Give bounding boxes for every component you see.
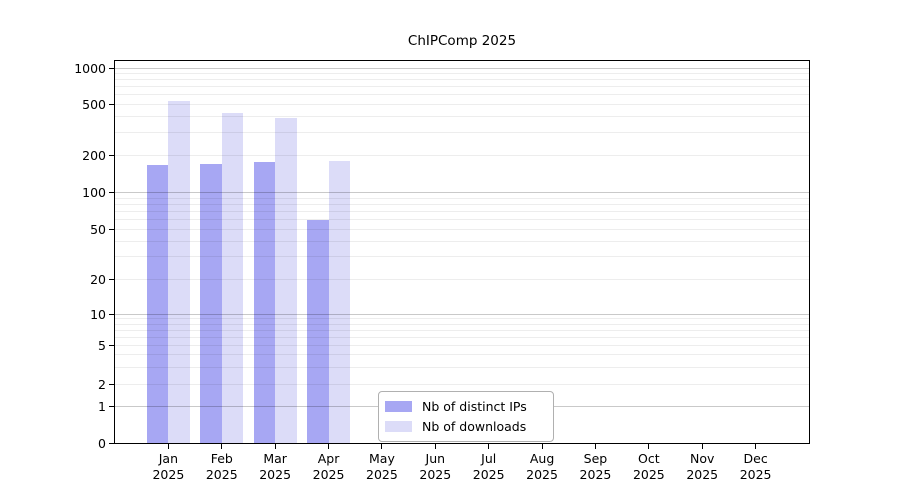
legend-label-distinct-ips: Nb of distinct IPs (422, 399, 527, 414)
y-tick-label: 2 (98, 377, 106, 392)
legend: Nb of distinct IPs Nb of downloads (378, 391, 554, 442)
x-axis-tick (594, 444, 596, 449)
y-tick-label: 5 (98, 338, 106, 353)
x-axis-tick (274, 444, 276, 449)
minor-gridline (115, 72, 809, 74)
x-axis-tick (381, 444, 383, 449)
chart-title: ChIPComp 2025 (407, 33, 517, 49)
bar-nb-of-downloads-apr (328, 161, 351, 443)
minor-gridline (115, 79, 809, 81)
y-tick-label: 0 (98, 436, 106, 451)
x-tick-label: Aug 2025 (526, 451, 558, 482)
y-axis-tick (109, 384, 114, 385)
y-axis-tick (109, 67, 114, 69)
x-tick-label: Mar 2025 (259, 451, 292, 482)
y-tick-label: 200 (82, 147, 106, 163)
x-tick-label: Oct 2025 (632, 451, 665, 482)
x-axis-tick (328, 444, 330, 449)
y-axis-tick (109, 313, 114, 315)
y-tick-label: 10 (90, 306, 106, 322)
x-axis-tick (755, 444, 757, 449)
minor-gridline (115, 94, 809, 96)
bar-nb-of-distinct-ips-apr (307, 220, 329, 443)
x-tick-label: Jan 2025 (152, 451, 185, 482)
y-tick-label: 50 (90, 221, 106, 237)
x-axis-tick (434, 444, 436, 449)
y-axis-tick (109, 405, 114, 407)
minor-gridline (115, 115, 809, 117)
bar-nb-of-downloads-mar (275, 117, 297, 443)
bar-nb-of-distinct-ips-mar (253, 162, 276, 443)
x-axis-tick (648, 444, 650, 449)
y-axis-tick (109, 228, 114, 230)
x-tick-label: Dec 2025 (739, 451, 772, 482)
x-axis-tick (541, 444, 543, 449)
bar-nb-of-downloads-feb (221, 113, 244, 443)
minor-gridline (115, 131, 809, 133)
x-tick-label: Feb 2025 (205, 451, 238, 482)
y-tick-label: 500 (82, 96, 106, 112)
major-gridline (115, 67, 809, 69)
y-tick-label: 1 (98, 398, 106, 414)
minor-gridline (115, 154, 809, 156)
y-axis-tick (109, 154, 114, 156)
x-axis-tick (221, 444, 223, 449)
x-tick-label: Apr 2025 (312, 451, 345, 482)
bar-nb-of-distinct-ips-feb (200, 163, 222, 443)
x-axis-tick (167, 444, 169, 449)
y-axis-tick (109, 103, 114, 105)
x-tick-label: Jun 2025 (419, 451, 452, 482)
y-axis-tick (109, 278, 114, 280)
x-tick-label: Nov 2025 (686, 451, 719, 482)
plot-area (114, 60, 810, 444)
x-tick-label: Jul 2025 (472, 451, 505, 482)
y-tick-label: 20 (90, 271, 106, 287)
distinct-ips-swatch (385, 401, 412, 412)
y-axis-tick (109, 192, 114, 193)
x-axis-tick (701, 444, 703, 449)
minor-gridline (115, 103, 809, 105)
x-axis-tick (488, 444, 490, 449)
y-tick-label: 100 (82, 185, 106, 200)
y-axis-tick (109, 345, 114, 346)
y-axis-tick (109, 443, 114, 444)
bar-nb-of-downloads-jan (168, 100, 190, 443)
legend-item-downloads: Nb of downloads (385, 419, 547, 434)
downloads-swatch (385, 421, 412, 432)
x-tick-label: Sep 2025 (579, 451, 612, 482)
minor-gridline (115, 86, 809, 88)
y-tick-label: 1000 (74, 60, 106, 76)
bar-nb-of-distinct-ips-jan (146, 165, 169, 443)
legend-label-downloads: Nb of downloads (422, 419, 527, 434)
x-tick-label: May 2025 (366, 451, 398, 482)
legend-item-distinct-ips: Nb of distinct IPs (385, 399, 547, 414)
